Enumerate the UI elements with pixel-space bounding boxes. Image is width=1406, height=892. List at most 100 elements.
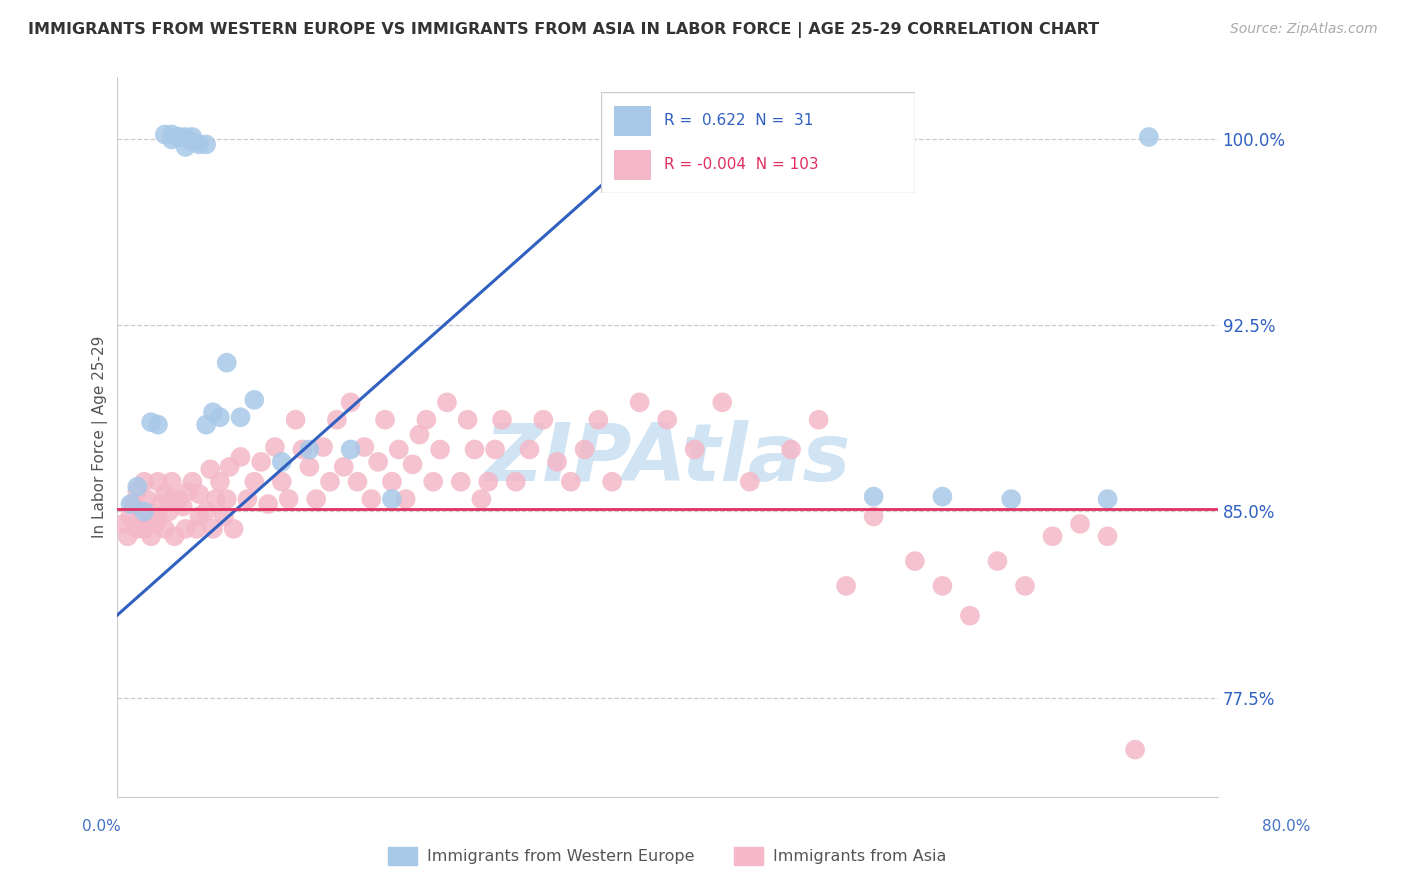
Point bbox=[683, 442, 706, 457]
Point bbox=[127, 480, 149, 494]
Point bbox=[491, 413, 513, 427]
Point bbox=[484, 442, 506, 457]
Point bbox=[807, 413, 830, 427]
Point bbox=[531, 413, 554, 427]
Text: 0.0%: 0.0% bbox=[82, 820, 121, 834]
Point bbox=[177, 484, 200, 499]
Point bbox=[312, 440, 335, 454]
Point bbox=[1069, 516, 1091, 531]
Point bbox=[381, 492, 404, 507]
Point bbox=[931, 579, 953, 593]
Point bbox=[195, 417, 218, 432]
Point bbox=[120, 509, 142, 524]
Point bbox=[188, 137, 211, 152]
Point bbox=[134, 475, 156, 489]
Point bbox=[201, 522, 224, 536]
Point bbox=[139, 509, 162, 524]
Point bbox=[986, 554, 1008, 568]
Point bbox=[215, 356, 238, 370]
Point bbox=[204, 492, 226, 507]
Point bbox=[174, 130, 197, 145]
Point bbox=[1000, 492, 1022, 507]
Point bbox=[477, 475, 499, 489]
Point bbox=[450, 475, 472, 489]
Point bbox=[195, 137, 218, 152]
Point bbox=[588, 413, 610, 427]
Point bbox=[332, 459, 354, 474]
Point bbox=[200, 462, 222, 476]
Point bbox=[374, 413, 396, 427]
Point bbox=[353, 440, 375, 454]
Point bbox=[291, 442, 314, 457]
Point bbox=[436, 395, 458, 409]
Point bbox=[153, 522, 176, 536]
Point bbox=[208, 475, 231, 489]
Point bbox=[395, 492, 418, 507]
Point bbox=[470, 492, 492, 507]
Point bbox=[146, 475, 169, 489]
Point bbox=[174, 522, 197, 536]
Point bbox=[167, 130, 190, 145]
Point bbox=[1014, 579, 1036, 593]
Point bbox=[167, 492, 190, 507]
Point bbox=[149, 497, 172, 511]
Point bbox=[218, 459, 240, 474]
Point bbox=[422, 475, 444, 489]
Point bbox=[208, 410, 231, 425]
Point bbox=[381, 475, 404, 489]
Point bbox=[319, 475, 342, 489]
Point bbox=[127, 484, 149, 499]
Point bbox=[181, 130, 204, 145]
Point bbox=[1042, 529, 1064, 543]
Point bbox=[181, 135, 204, 149]
Point bbox=[305, 492, 328, 507]
Point bbox=[160, 132, 183, 146]
Point bbox=[835, 579, 858, 593]
Point bbox=[250, 455, 273, 469]
Point bbox=[195, 504, 218, 518]
Point bbox=[326, 413, 349, 427]
Point bbox=[574, 442, 596, 457]
Point bbox=[408, 427, 430, 442]
Point bbox=[212, 509, 235, 524]
Point bbox=[862, 490, 884, 504]
Point bbox=[139, 415, 162, 429]
Point bbox=[134, 504, 156, 518]
Point bbox=[738, 475, 761, 489]
Point bbox=[298, 442, 321, 457]
Point bbox=[188, 487, 211, 501]
Text: ZIPAtlas: ZIPAtlas bbox=[484, 419, 851, 498]
Point bbox=[186, 522, 208, 536]
Point bbox=[429, 442, 451, 457]
Point bbox=[780, 442, 803, 457]
Point bbox=[284, 413, 307, 427]
Point bbox=[401, 458, 423, 472]
Point bbox=[120, 497, 142, 511]
Point bbox=[560, 475, 582, 489]
Point bbox=[131, 507, 153, 521]
Point bbox=[1097, 529, 1119, 543]
Point bbox=[136, 492, 159, 507]
Point bbox=[134, 522, 156, 536]
Point bbox=[959, 608, 981, 623]
Point bbox=[298, 459, 321, 474]
Point bbox=[1097, 492, 1119, 507]
Point bbox=[153, 128, 176, 142]
Point bbox=[215, 492, 238, 507]
Point bbox=[243, 392, 266, 407]
Point bbox=[257, 497, 280, 511]
Point bbox=[346, 475, 368, 489]
Text: IMMIGRANTS FROM WESTERN EUROPE VS IMMIGRANTS FROM ASIA IN LABOR FORCE | AGE 25-2: IMMIGRANTS FROM WESTERN EUROPE VS IMMIGR… bbox=[28, 22, 1099, 38]
Point bbox=[243, 475, 266, 489]
Point bbox=[862, 509, 884, 524]
Point bbox=[229, 410, 252, 425]
Point bbox=[222, 522, 245, 536]
Point bbox=[201, 405, 224, 419]
Point bbox=[117, 529, 139, 543]
Point bbox=[160, 475, 183, 489]
Point bbox=[188, 509, 211, 524]
Point bbox=[360, 492, 382, 507]
Point bbox=[270, 455, 292, 469]
Point bbox=[163, 529, 186, 543]
Point bbox=[167, 130, 190, 145]
